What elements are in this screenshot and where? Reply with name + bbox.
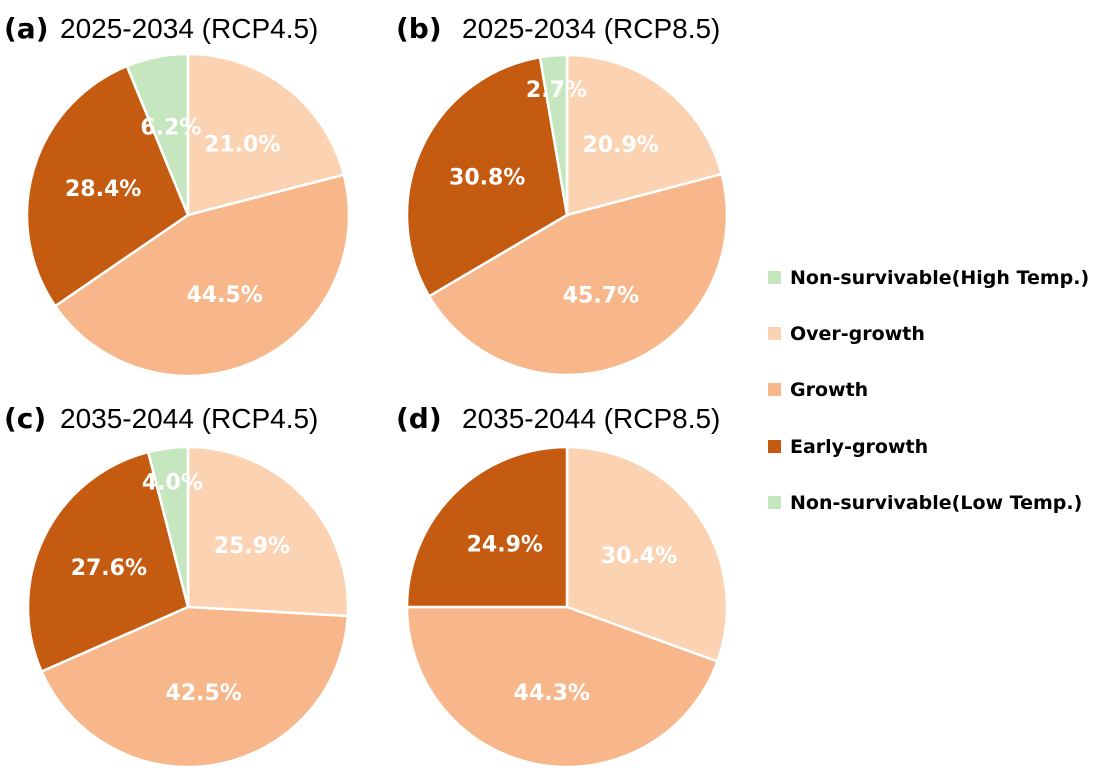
legend-swatch-growth <box>768 383 781 396</box>
pie-c-slice-over <box>186 445 350 618</box>
pie-d: 30.4% 44.3% 24.9% <box>405 445 729 769</box>
legend-swatch-high <box>768 271 781 284</box>
legend-item-early: Early-growth <box>768 436 928 458</box>
pie-d-label-over: 30.4% <box>601 544 677 569</box>
pie-d-slice-growth <box>405 605 719 769</box>
pie-c-slice-high <box>146 445 190 609</box>
pie-d-label-early: 24.9% <box>467 532 543 557</box>
panel-b-title: 2025-2034 (RCP8.5) <box>462 13 720 44</box>
legend-item-over: Over-growth <box>768 323 925 345</box>
legend-label-growth: Growth <box>790 379 868 401</box>
pie-a-label-growth: 44.5% <box>186 283 262 308</box>
legend-swatch-early <box>768 440 781 453</box>
legend-label-high: Non-survivable(High Temp.) <box>790 267 1089 289</box>
legend-item-high: Non-survivable(High Temp.) <box>768 267 1089 289</box>
pie-b-slice-growth <box>427 172 729 377</box>
panel-a-letter: (a) <box>4 12 49 45</box>
panel-b-letter: (b) <box>396 12 442 45</box>
panel-c: (c) 2035-2044 (RCP4.5) 25.9% 42.5% 27.6% 4.… <box>4 402 350 769</box>
pie-d-slice-over <box>565 445 729 663</box>
pie-a-label-high: 6.2% <box>140 116 201 141</box>
pie-b-label-growth: 45.7% <box>563 284 639 309</box>
panel-c-letter: (c) <box>4 402 46 435</box>
pie-b-slice-high <box>538 53 569 217</box>
pie-c-label-high: 4.0% <box>142 471 203 496</box>
legend-item-growth: Growth <box>768 379 868 401</box>
pie-a-slice-high <box>125 52 190 217</box>
pie-c-slice-early <box>26 450 190 673</box>
panel-a-title: 2025-2034 (RCP4.5) <box>60 13 318 44</box>
legend-label-over: Over-growth <box>790 323 925 345</box>
pie-a-slice-early <box>25 64 190 308</box>
pie-b-slice-over <box>565 53 723 217</box>
panel-d-letter: (d) <box>396 402 442 435</box>
pie-a-label-over: 21.0% <box>204 132 280 157</box>
pie-b: 20.9% 45.7% 30.8% 2.7% <box>405 53 729 377</box>
pie-c-slice-growth <box>40 605 349 769</box>
pie-c-label-growth: 42.5% <box>166 681 242 706</box>
pie-b-slice-early <box>405 56 569 298</box>
pie-a-slice-over <box>186 52 346 217</box>
pie-c-label-early: 27.6% <box>71 556 147 581</box>
pie-d-slice-early <box>405 445 569 609</box>
pie-b-label-early: 30.8% <box>449 165 525 190</box>
legend-swatch-low <box>768 496 781 509</box>
pie-c-label-over: 25.9% <box>214 534 290 559</box>
pie-c: 25.9% 42.5% 27.6% 4.0% <box>26 445 350 769</box>
panel-a: (a) 2025-2034 (RCP4.5) 21.0% 44.5% 28.4% 6.… <box>4 12 351 378</box>
panel-c-title: 2035-2044 (RCP4.5) <box>60 403 318 434</box>
pie-d-label-growth: 44.3% <box>514 681 590 706</box>
legend-swatch-over <box>768 327 781 340</box>
panel-b: (b) 2025-2034 (RCP8.5) 20.9% 45.7% 30.8% 2.… <box>396 12 729 377</box>
pie-b-label-high: 2.7% <box>526 78 587 103</box>
legend: Non-survivable(High Temp.) Over-growth G… <box>768 267 1089 514</box>
panel-d-title: 2035-2044 (RCP8.5) <box>462 403 720 434</box>
pie-a-slice-growth <box>53 173 351 378</box>
pie-b-label-over: 20.9% <box>583 133 659 158</box>
legend-label-low: Non-survivable(Low Temp.) <box>790 492 1082 514</box>
legend-label-early: Early-growth <box>790 436 928 458</box>
legend-item-low: Non-survivable(Low Temp.) <box>768 492 1082 514</box>
pie-a-label-early: 28.4% <box>65 177 141 202</box>
pie-a: 21.0% 44.5% 28.4% 6.2% <box>25 52 351 378</box>
panel-d: (d) 2035-2044 (RCP8.5) 30.4% 44.3% 24.9% <box>396 402 729 769</box>
